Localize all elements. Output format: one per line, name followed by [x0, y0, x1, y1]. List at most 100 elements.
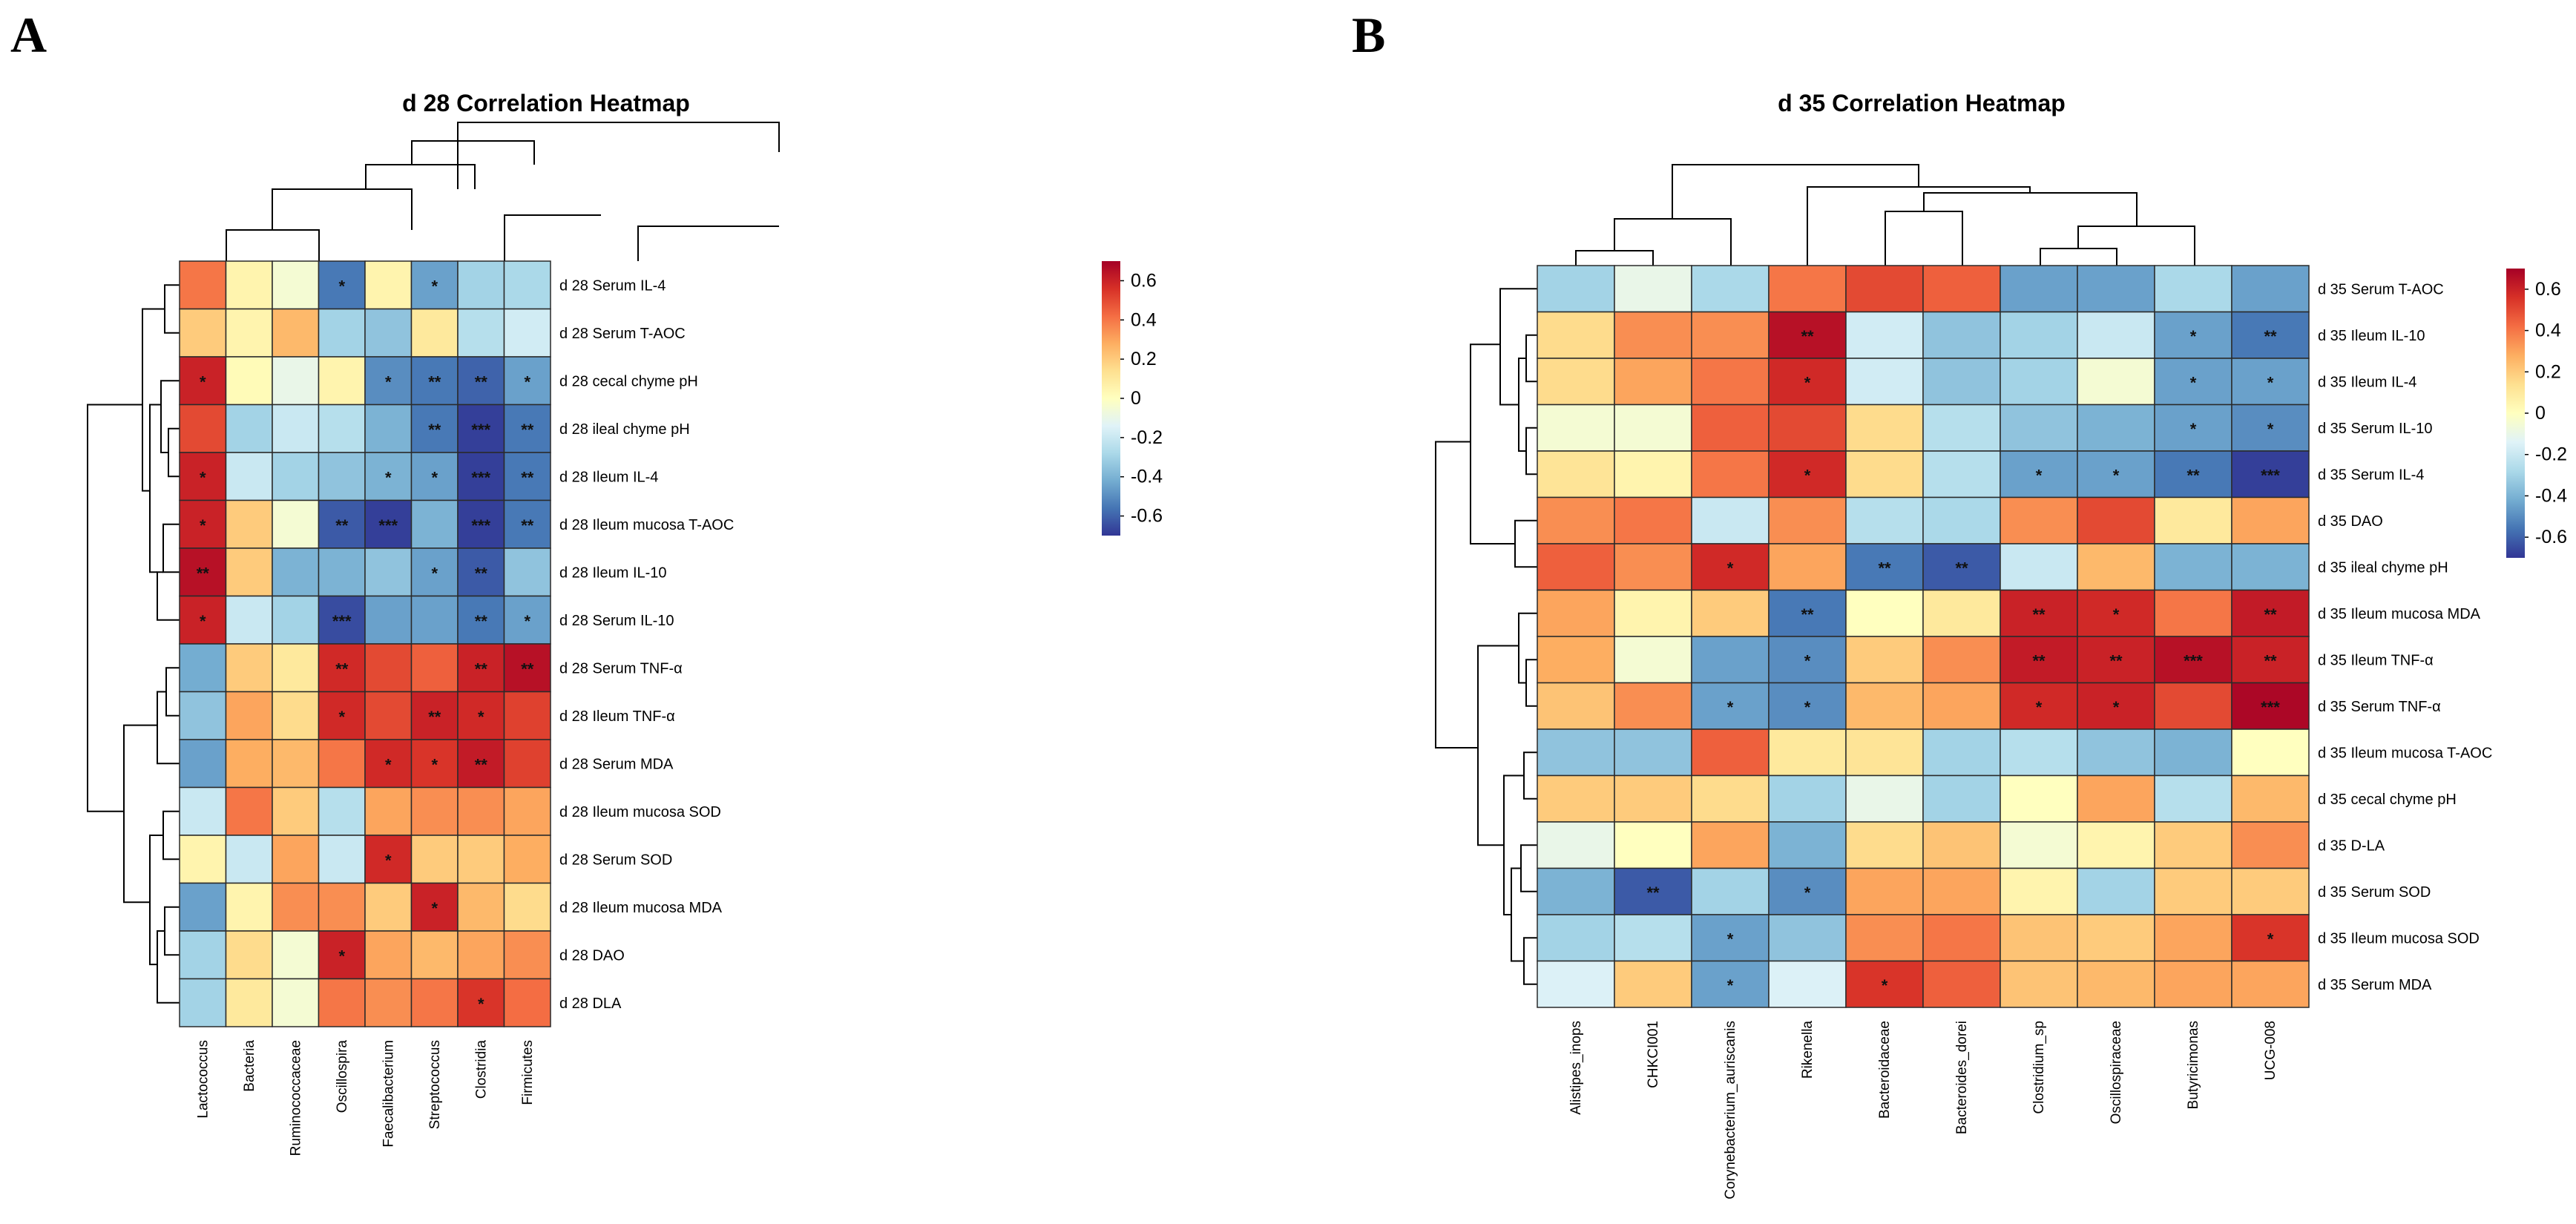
- heatmap-cell: [1614, 311, 1692, 359]
- significance-mark: ***: [2261, 466, 2280, 484]
- heatmap-cell: [1922, 496, 2001, 544]
- dendrogram-branch: [1511, 867, 1524, 962]
- row-label: d 28 Serum IL-10: [559, 613, 674, 629]
- row-label: d 35 Ileum mucosa T-AOC: [2318, 745, 2492, 761]
- significance-mark: **: [197, 564, 210, 582]
- significance-mark: *: [385, 372, 392, 391]
- row-label: d 28 Serum SOD: [559, 852, 672, 868]
- legend-color-bar: [1102, 261, 1120, 536]
- dendrogram-branch: [1525, 427, 1537, 476]
- heatmap-cell: [503, 595, 551, 645]
- heatmap-cell: [410, 930, 459, 980]
- significance-mark: **: [2264, 605, 2277, 624]
- heatmap-cell: [457, 260, 505, 310]
- heatmap-cell: [2077, 543, 2155, 591]
- heatmap-cell: [2000, 914, 2078, 962]
- heatmap-cell: [1922, 358, 2001, 406]
- significance-mark: **: [428, 708, 441, 726]
- heatmap-cell: [1691, 821, 1770, 869]
- heatmap-cell: [2154, 265, 2232, 313]
- row-label: d 35 Ileum mucosa MDA: [2318, 606, 2481, 622]
- heatmap-cell: [364, 882, 413, 932]
- dendrogram-branch: [142, 308, 165, 492]
- significance-mark: *: [200, 516, 206, 535]
- legend-tick-label: 0: [2535, 403, 2546, 424]
- panel-b: B d 35 Correlation Heatmap ** * *** * ** ** * *…: [1352, 7, 2567, 1200]
- heatmap-cell: [1845, 589, 1924, 637]
- heatmap-cell: [272, 882, 320, 932]
- dendrogram-branch: [1477, 645, 1519, 846]
- heatmap-cell: [2231, 960, 2310, 1008]
- legend-tick-label: -0.6: [1131, 506, 1163, 527]
- significance-mark: *: [1727, 976, 1734, 995]
- heatmap-cell: [503, 547, 551, 597]
- heatmap-cell: [2231, 914, 2310, 962]
- heatmap-cell: [1845, 311, 1924, 359]
- panel-b-row-dendrogram: [1435, 288, 1537, 985]
- heatmap-cell: [457, 930, 505, 980]
- row-label: d 35 ileal chyme pH: [2318, 559, 2448, 576]
- heatmap-cell: [2154, 914, 2232, 962]
- heatmap-cell: [179, 595, 227, 645]
- significance-mark: *: [1804, 651, 1811, 670]
- heatmap-cell: [1768, 496, 1847, 544]
- significance-mark: *: [524, 372, 530, 391]
- heatmap-cell: [1845, 821, 1924, 869]
- heatmap-cell: [1768, 821, 1847, 869]
- dendrogram-branch: [1525, 334, 1537, 383]
- heatmap-cell: [1768, 774, 1847, 823]
- heatmap-cell: [2000, 404, 2078, 452]
- dendrogram-branch: [149, 404, 161, 573]
- row-label: d 35 Ileum IL-10: [2318, 328, 2425, 344]
- heatmap-cell: [1922, 682, 2001, 730]
- heatmap-cell: [503, 835, 551, 884]
- column-label: Bacteroides_dorei: [1954, 1021, 1970, 1134]
- heatmap-cell: [225, 978, 273, 1027]
- heatmap-cell: [179, 356, 227, 406]
- heatmap-cell: [179, 643, 227, 693]
- row-label: d 28 cecal chyme pH: [559, 373, 698, 389]
- heatmap-cell: [2231, 358, 2310, 406]
- heatmap-cell: [2231, 589, 2310, 637]
- heatmap-cell: [225, 691, 273, 740]
- heatmap-cell: [503, 452, 551, 501]
- heatmap-cell: [503, 499, 551, 549]
- column-label: Butyricimonas: [2186, 1021, 2201, 1109]
- dendrogram-branch: [1518, 612, 1537, 684]
- heatmap-cell: [1614, 728, 1692, 777]
- heatmap-cell: [1537, 450, 1615, 499]
- heatmap-cell: [1691, 682, 1770, 730]
- significance-mark: *: [1727, 929, 1734, 948]
- heatmap-cell: [1537, 960, 1615, 1008]
- heatmap-cell: [1537, 914, 1615, 962]
- heatmap-cell: [2077, 728, 2155, 777]
- heatmap-cell: [1614, 358, 1692, 406]
- column-label: UCG-008: [2263, 1021, 2278, 1080]
- row-label: d 35 DAO: [2318, 513, 2383, 530]
- panel-b-column-dendrogram: [1575, 164, 2195, 266]
- heatmap-cell: [2000, 311, 2078, 359]
- heatmap-cell: [2154, 728, 2232, 777]
- heatmap-cell: [1614, 404, 1692, 452]
- heatmap-cell: [272, 356, 320, 406]
- row-label: d 28 Ileum mucosa T-AOC: [559, 517, 734, 533]
- legend-tick-label: 0.2: [1131, 349, 1157, 369]
- heatmap-cell: [179, 978, 227, 1027]
- heatmap-cell: [179, 547, 227, 597]
- heatmap-cell: [503, 356, 551, 406]
- heatmap-cell: [1537, 867, 1615, 915]
- panel-b-title: d 35 Correlation Heatmap: [1778, 90, 2066, 116]
- dendrogram-branch: [165, 667, 180, 717]
- heatmap-cell: [318, 978, 366, 1027]
- heatmap-cell: [1691, 404, 1770, 452]
- row-label: d 35 D-LA: [2318, 838, 2385, 854]
- legend-tick-label: -0.2: [1131, 427, 1163, 448]
- heatmap-cell: [2000, 496, 2078, 544]
- significance-mark: *: [2267, 929, 2274, 948]
- significance-mark: *: [2190, 373, 2197, 392]
- row-label: d 35 cecal chyme pH: [2318, 792, 2457, 808]
- heatmap-cell: [364, 356, 413, 406]
- heatmap-cell: [2231, 450, 2310, 499]
- row-label: d 35 Ileum mucosa SOD: [2318, 930, 2480, 947]
- row-label: d 28 Ileum TNF-α: [559, 708, 675, 725]
